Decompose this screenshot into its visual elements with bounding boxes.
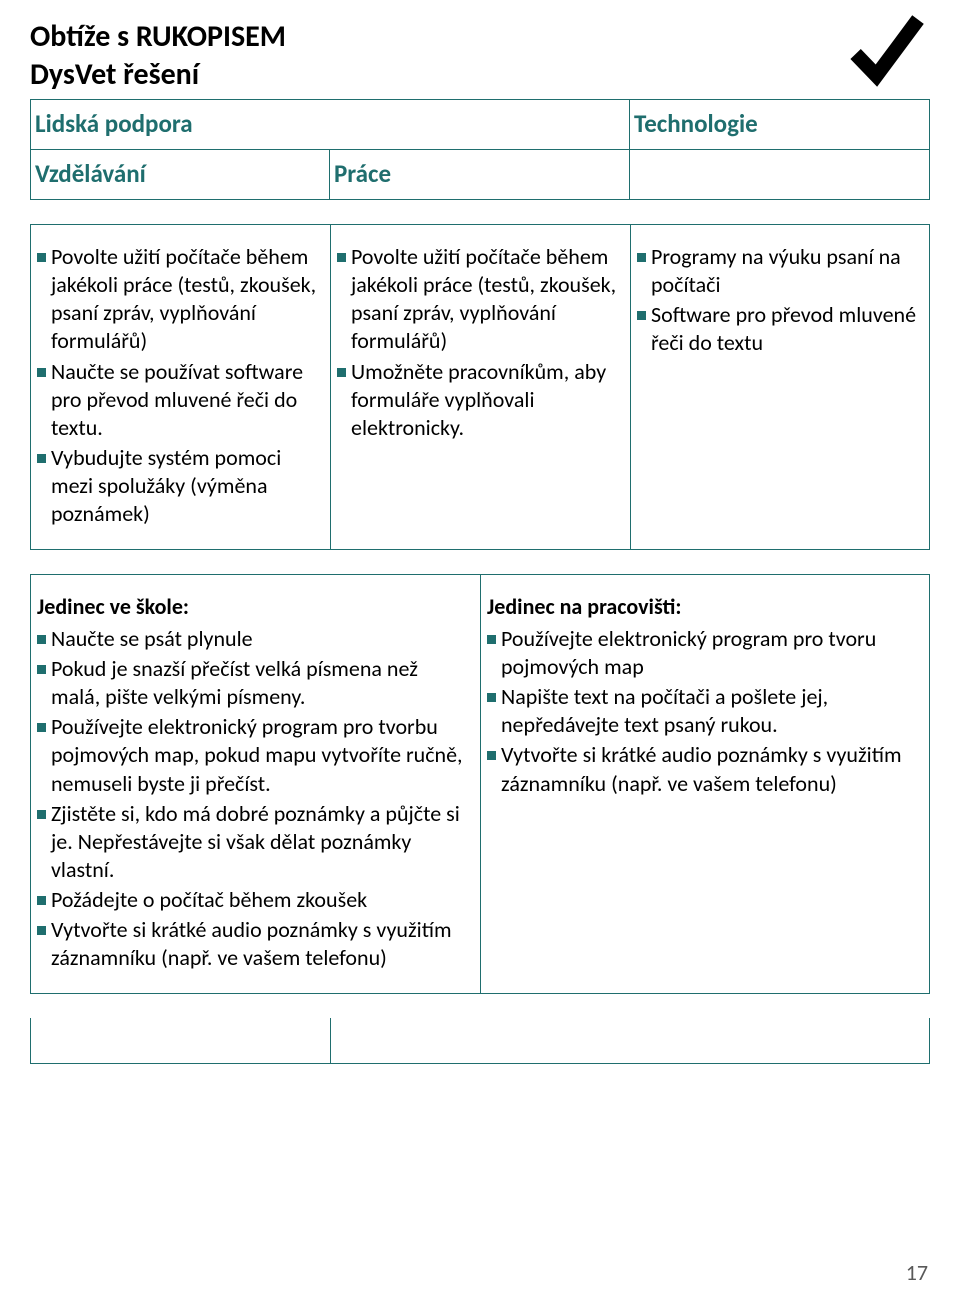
- title-line-2: DysVet řešení: [30, 56, 930, 94]
- header-lidska-podpora: Lidská podpora: [30, 100, 630, 150]
- cell-jedinec-pracoviste: Jedinec na pracovišti: Používejte elektr…: [481, 575, 931, 993]
- cell-technologie: Programy na výuku psaní na počítači Soft…: [631, 225, 931, 549]
- list-item: Používejte elektronický program pro tvor…: [37, 713, 468, 797]
- empty-cell-right: [331, 1018, 931, 1063]
- title-block: Obtíže s RUKOPISEM DysVet řešení: [30, 18, 930, 93]
- list-item: Umožněte pracovníkům, aby formuláře vypl…: [337, 358, 618, 442]
- cell-jedinec-skola: Jedinec ve škole: Naučte se psát plynule…: [31, 575, 481, 993]
- list-item: Naučte se psát plynule: [37, 625, 468, 653]
- list-item: Vytvořte si krátké audio poznámky s využ…: [487, 741, 919, 797]
- list-item: Používejte elektronický program pro tvor…: [487, 625, 919, 681]
- header-row-1: Lidská podpora Technologie: [30, 99, 930, 150]
- header-row-2: Vzdělávání Práce: [30, 150, 930, 200]
- heading-jedinec-skola: Jedinec ve škole:: [37, 593, 468, 621]
- header-prace: Práce: [330, 150, 630, 200]
- heading-jedinec-pracoviste: Jedinec na pracovišti:: [487, 593, 919, 621]
- title-line-1: Obtíže s RUKOPISEM: [30, 18, 930, 56]
- list-item: Naučte se používat software pro převod m…: [37, 358, 318, 442]
- empty-cell-left: [31, 1018, 331, 1063]
- cell-vzdelavani: Povolte užití počítače během jakékoli pr…: [31, 225, 331, 549]
- top-body-row: Povolte užití počítače během jakékoli pr…: [30, 224, 930, 550]
- page: Obtíže s RUKOPISEM DysVet řešení Lidská …: [0, 0, 960, 1296]
- header-empty-tech-sub: [630, 150, 930, 200]
- list-item: Programy na výuku psaní na počítači: [637, 243, 919, 299]
- list-item: Software pro převod mluvené řeči do text…: [637, 301, 919, 357]
- list-item: Vybudujte systém pomoci mezi spolužáky (…: [37, 444, 318, 528]
- header-vzdelavani: Vzdělávání: [30, 150, 330, 200]
- list-item: Požádejte o počítač během zkoušek: [37, 886, 468, 914]
- page-number: 17: [906, 1259, 928, 1286]
- header-technologie: Technologie: [630, 100, 930, 150]
- list-item: Vytvořte si krátké audio poznámky s využ…: [37, 916, 468, 972]
- empty-bottom-row: [30, 1018, 930, 1064]
- list-item: Napište text na počítači a pošlete jej, …: [487, 683, 919, 739]
- list-item: Povolte užití počítače během jakékoli pr…: [37, 243, 318, 356]
- cell-prace: Povolte užití počítače během jakékoli pr…: [331, 225, 631, 549]
- bottom-body-row: Jedinec ve škole: Naučte se psát plynule…: [30, 574, 930, 994]
- checkmark-icon: [846, 10, 926, 95]
- list-item: Pokud je snazší přečíst velká písmena ne…: [37, 655, 468, 711]
- list-item: Povolte užití počítače během jakékoli pr…: [337, 243, 618, 356]
- list-item: Zjistěte si, kdo má dobré poznámky a půj…: [37, 800, 468, 884]
